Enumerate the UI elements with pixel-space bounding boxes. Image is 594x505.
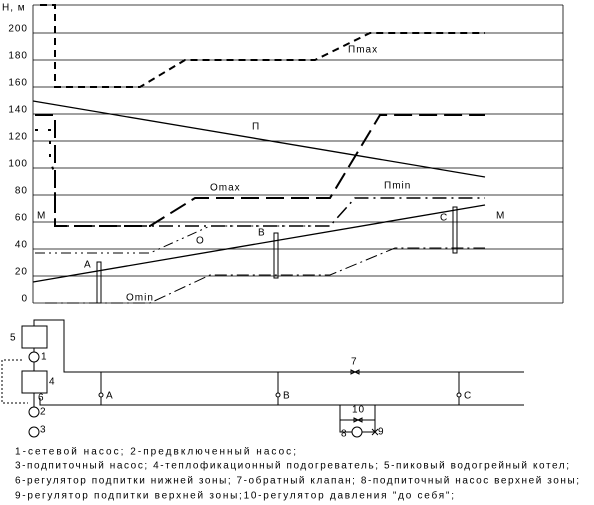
label: 6 xyxy=(38,393,45,404)
m-line xyxy=(32,204,486,283)
label: 9 xyxy=(378,427,385,438)
label: О xyxy=(196,236,205,247)
label: 10 xyxy=(352,405,365,416)
y-tick-label: 100 xyxy=(8,159,28,170)
label: 1 xyxy=(41,352,48,363)
y-tick-label: 60 xyxy=(15,213,28,224)
label: Оmin xyxy=(126,293,154,304)
legend-line: 9-регулятор подпитки верхней зоны;10-рег… xyxy=(15,490,455,502)
y-tick-label: 200 xyxy=(8,24,28,35)
label: С xyxy=(440,213,448,224)
label: 2 xyxy=(40,407,47,418)
y-tick-label: 160 xyxy=(8,78,28,89)
p-max-line xyxy=(40,4,485,88)
label: 5 xyxy=(10,333,17,344)
label: В xyxy=(283,391,291,402)
label: П xyxy=(252,122,260,133)
y-tick-label: 180 xyxy=(8,51,28,62)
o-line xyxy=(35,225,330,254)
p-line xyxy=(32,100,486,178)
label: В xyxy=(258,228,266,239)
axis-title: Н, м xyxy=(2,3,26,14)
label: А xyxy=(84,260,92,271)
y-tick-label: 40 xyxy=(15,240,28,251)
head-bar xyxy=(273,232,279,279)
label: 3 xyxy=(40,425,47,436)
p-min-line xyxy=(55,197,485,227)
y-tick-label: 140 xyxy=(8,105,28,116)
o-min-line xyxy=(45,247,485,304)
legend-line: 6-регулятор подпитки нижней зоны; 7-обра… xyxy=(15,475,580,487)
label: М xyxy=(37,211,46,222)
head-bar xyxy=(452,206,458,254)
y-tick-label: 0 xyxy=(21,294,28,305)
label: А xyxy=(106,391,114,402)
o-max-line xyxy=(35,114,485,227)
y-tick-label: 20 xyxy=(15,267,28,278)
label: Оmax xyxy=(210,183,241,194)
y-tick-label: 120 xyxy=(8,132,28,143)
label: 8 xyxy=(341,429,348,440)
legend-line: 3-подпиточный насос; 4-теплофикационный … xyxy=(15,460,570,472)
label: М xyxy=(496,211,505,222)
y-tick-label: 80 xyxy=(15,186,28,197)
label: Пmin xyxy=(384,181,411,192)
head-bar xyxy=(96,261,102,304)
scheme xyxy=(1,319,524,438)
label: С xyxy=(464,391,472,402)
label: 4 xyxy=(49,377,56,388)
legend-line: 1-сетевой насос; 2-предвключенный насос; xyxy=(15,447,297,458)
label: 7 xyxy=(351,357,358,368)
label: Пmax xyxy=(348,45,378,56)
